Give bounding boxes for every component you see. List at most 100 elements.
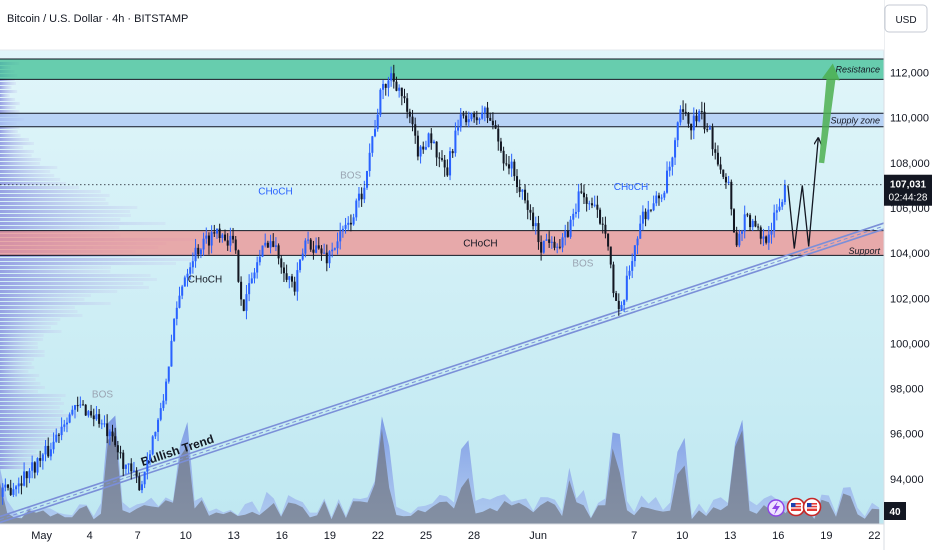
candle[interactable] [148,454,152,460]
candle[interactable] [682,109,685,112]
candle[interactable] [65,422,68,425]
candle[interactable] [282,267,285,274]
candle[interactable] [639,223,642,239]
candle[interactable] [609,246,612,265]
candle[interactable] [529,209,532,213]
candle[interactable] [95,414,98,420]
candle[interactable] [416,135,419,157]
candle[interactable] [36,458,39,473]
candle[interactable] [524,189,527,201]
candle[interactable] [290,276,294,282]
candle[interactable] [57,434,60,436]
candle[interactable] [505,163,508,165]
candle[interactable] [746,214,749,216]
candle[interactable] [299,259,302,271]
candle[interactable] [272,241,275,247]
candle[interactable] [411,116,414,125]
candle[interactable] [98,414,101,424]
candle[interactable] [264,242,267,246]
candle[interactable] [138,476,141,491]
candle[interactable] [588,203,591,205]
candle[interactable] [459,114,462,128]
candle[interactable] [245,294,248,311]
candle[interactable] [451,151,454,154]
candle[interactable] [537,223,540,243]
candle[interactable] [41,454,44,461]
candle[interactable] [692,115,695,131]
last-price-tag[interactable] [884,174,932,206]
candle[interactable] [371,136,374,153]
candle[interactable] [146,459,149,472]
candle[interactable] [569,219,572,237]
candle[interactable] [256,262,259,273]
candle[interactable] [732,209,736,233]
candle[interactable] [363,187,366,200]
candle[interactable] [374,129,377,137]
candle[interactable] [280,258,283,268]
candle[interactable] [585,197,588,204]
candle[interactable] [432,141,435,144]
candle[interactable] [237,250,240,282]
candle[interactable] [612,264,615,294]
candle[interactable] [341,228,344,232]
candle[interactable] [497,128,500,142]
candle[interactable] [365,171,369,188]
candle[interactable] [652,203,655,211]
candle[interactable] [668,166,671,171]
projection-path[interactable] [787,138,818,249]
candle[interactable] [590,203,594,206]
candle[interactable] [331,249,334,252]
candle[interactable] [690,123,693,131]
candle[interactable] [9,487,12,495]
us-flag-icon[interactable] [786,497,806,517]
candle[interactable] [647,209,650,220]
candle[interactable] [229,235,232,246]
candle[interactable] [395,81,398,91]
candle[interactable] [631,261,634,271]
candle[interactable] [390,73,393,81]
projection[interactable] [787,63,840,249]
candle[interactable] [521,189,524,192]
candle[interactable] [757,226,760,228]
candle[interactable] [684,111,687,114]
candle[interactable] [671,157,674,167]
candle[interactable] [157,419,160,432]
candle[interactable] [483,107,486,113]
candle[interactable] [207,235,210,246]
candle[interactable] [655,195,658,204]
candle[interactable] [132,470,135,472]
candle[interactable] [716,152,719,165]
candle[interactable] [240,281,243,300]
candle[interactable] [84,404,87,416]
candle[interactable] [727,181,730,183]
candle[interactable] [467,119,470,123]
candle[interactable] [735,232,738,246]
candle[interactable] [738,233,741,246]
currency-button[interactable] [884,4,928,33]
candle[interactable] [55,434,58,442]
candle[interactable] [615,293,618,301]
candle[interactable] [513,161,516,177]
candle[interactable] [1,487,4,497]
candle[interactable] [443,159,446,168]
candle[interactable] [151,436,154,455]
candle[interactable] [304,240,307,254]
candle[interactable] [703,111,706,130]
candle[interactable] [197,247,200,255]
candle[interactable] [762,236,765,239]
candle[interactable] [325,252,328,264]
candle[interactable] [499,141,502,151]
candle[interactable] [422,146,425,150]
candle[interactable] [507,164,510,169]
candle[interactable] [82,404,85,406]
candle[interactable] [628,270,631,276]
candle[interactable] [234,239,237,251]
candle[interactable] [261,245,264,257]
candle[interactable] [663,192,666,198]
candle[interactable] [194,247,197,262]
candle[interactable] [674,140,677,158]
candle[interactable] [462,114,465,116]
candle[interactable] [730,181,733,210]
candle[interactable] [360,193,363,200]
candle[interactable] [87,411,90,416]
